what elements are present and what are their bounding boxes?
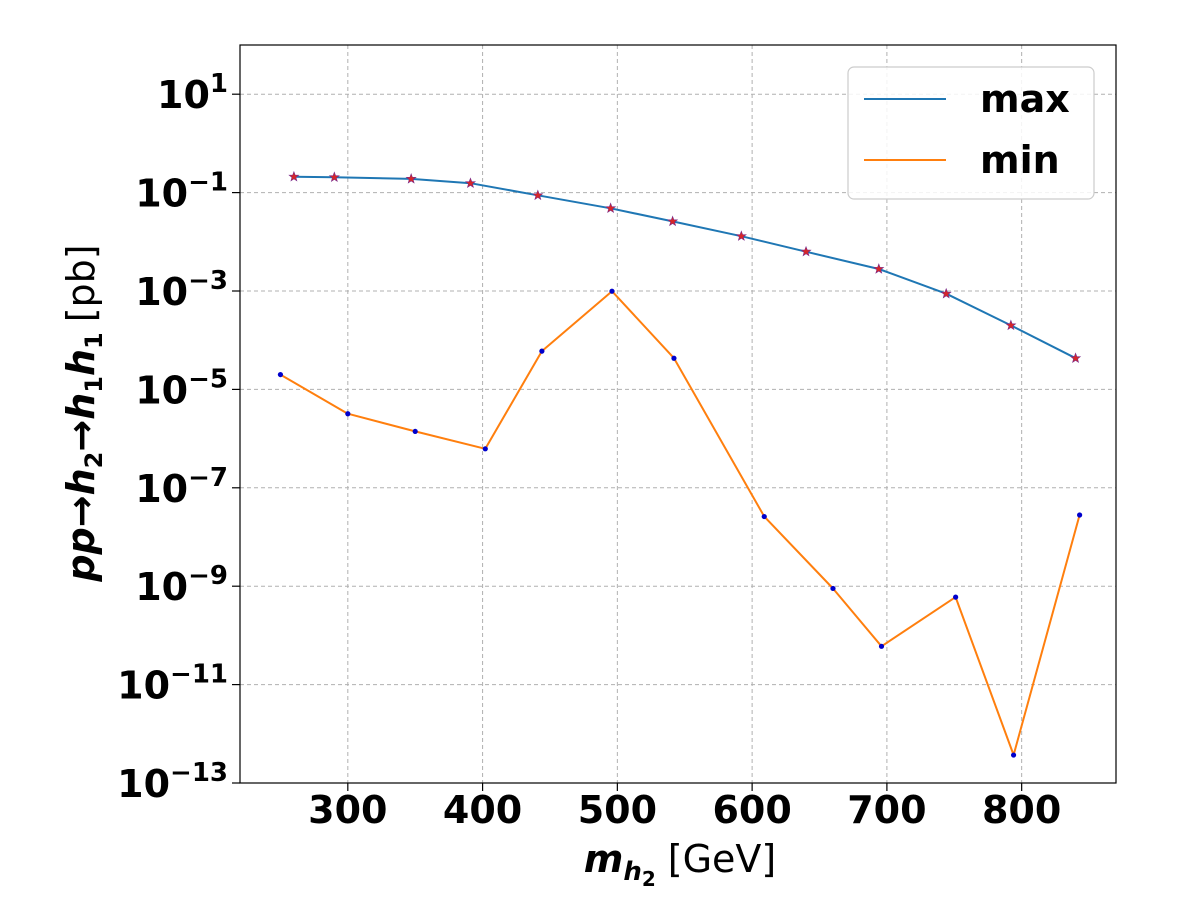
x-tick-label: 400 [443, 788, 522, 832]
x-tick-label: 800 [982, 788, 1061, 832]
data-point [328, 171, 340, 183]
y-label-arrow-1: → [59, 495, 103, 527]
data-point [830, 585, 836, 592]
series-layer [277, 170, 1083, 758]
data-point [539, 348, 545, 354]
series-line-min [279, 290, 1081, 756]
legend-label-min: min [980, 138, 1060, 182]
data-point [532, 189, 544, 201]
legend-label-max: max [980, 77, 1070, 121]
x-tick-label: 300 [308, 788, 387, 832]
data-point [940, 287, 952, 299]
data-point [412, 428, 418, 435]
y-label-sub-1b: 1 [80, 332, 108, 349]
x-axis-unit: [GeV] [668, 837, 776, 881]
y-axis-ticks: 101 10−1 10−3 10−5 10−7 10−9 10−11 10−13 [117, 69, 240, 806]
data-point [288, 170, 300, 182]
series-max [288, 170, 1082, 363]
y-label-h-a: h [59, 468, 103, 495]
x-tick-label: 500 [578, 788, 657, 832]
y-tick-label: 10−11 [117, 660, 228, 708]
y-axis-label: pp→h2→h1h1[pb] [59, 244, 108, 582]
data-point [1077, 512, 1083, 518]
data-point [761, 513, 767, 520]
y-tick-label: 10−13 [117, 758, 228, 806]
y-tick-label: 10−1 [135, 168, 228, 216]
x-axis-sub: h [623, 857, 642, 887]
y-label-h-b: h [59, 393, 103, 420]
data-point [878, 643, 885, 649]
data-point [953, 594, 959, 600]
x-tick-label: 700 [847, 788, 926, 832]
x-axis-subsub: 2 [642, 867, 656, 891]
y-label-h-c: h [59, 349, 103, 376]
y-tick-label: 10−3 [135, 266, 228, 314]
data-point [800, 245, 812, 257]
data-point [667, 215, 679, 227]
data-point [671, 355, 677, 361]
y-tick-label: 10−7 [135, 463, 228, 511]
data-point [482, 446, 488, 452]
series-line-max [293, 175, 1077, 360]
y-tick-label: 10−5 [135, 364, 228, 412]
data-point [277, 371, 284, 378]
x-axis-ticks: 300 400 500 600 700 800 [308, 783, 1061, 832]
y-label-pp: pp [59, 527, 103, 582]
y-label-sub-2: 2 [80, 452, 108, 469]
data-point [1010, 752, 1017, 758]
y-tick-label: 101 [157, 69, 228, 117]
y-axis-unit: [pb] [59, 244, 103, 322]
x-axis-label: mh2 [GeV] [584, 837, 777, 891]
data-point [873, 263, 885, 274]
x-axis-symbol: m [584, 837, 624, 881]
data-point [605, 202, 617, 214]
data-point [405, 173, 417, 184]
data-point [345, 411, 351, 417]
series-min [277, 288, 1083, 758]
plot-frame [239, 44, 1117, 784]
data-point [735, 230, 747, 241]
data-point [1069, 352, 1082, 363]
data-point [1005, 319, 1017, 331]
y-label-arrow-2: → [59, 420, 103, 452]
data-point [609, 288, 615, 294]
y-tick-label: 10−9 [135, 561, 228, 609]
data-point [464, 177, 477, 188]
y-label-sub-1a: 1 [80, 376, 108, 393]
legend: max min [847, 66, 1095, 200]
x-tick-label: 600 [712, 788, 791, 832]
